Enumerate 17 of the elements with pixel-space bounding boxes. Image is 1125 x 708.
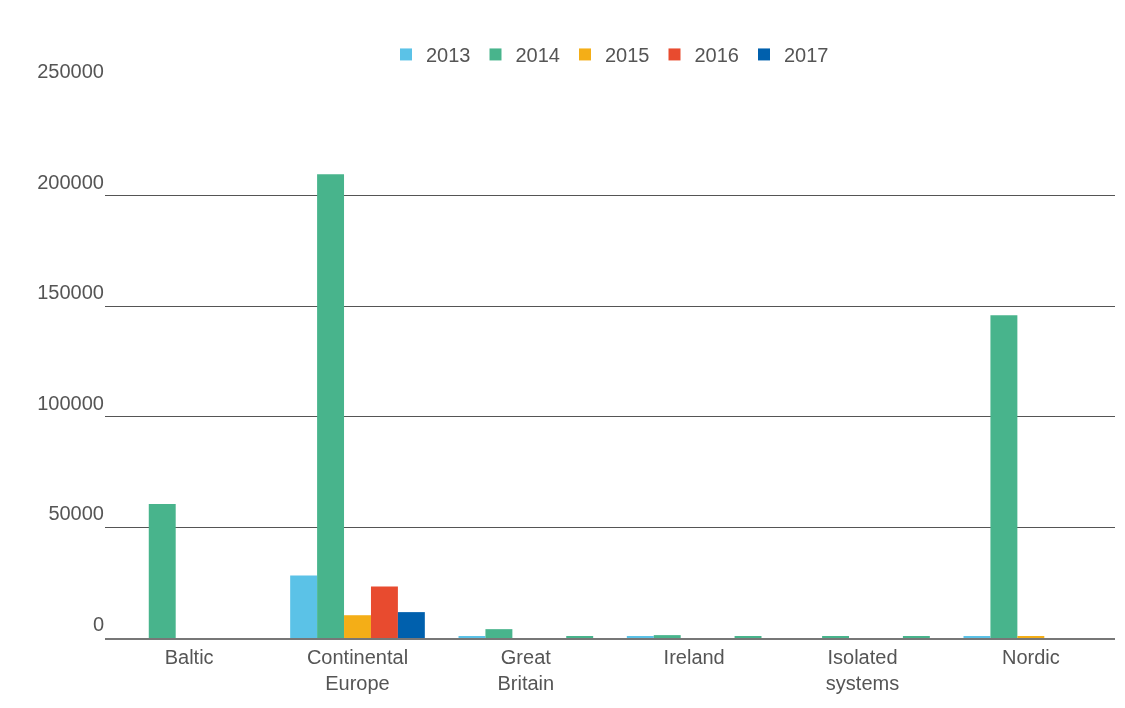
y-tick-label: 200000	[37, 170, 104, 193]
legend-label: 2017	[784, 44, 829, 67]
legend-label: 2013	[426, 44, 471, 67]
y-tick-label: 100000	[37, 391, 104, 414]
x-tick-label: Continental Europe	[306, 646, 409, 694]
x-tick-label: Ireland	[663, 646, 725, 668]
legend-label: 2014	[515, 44, 560, 67]
x-tick-label: Nordic	[1001, 646, 1060, 668]
legend-label: 2015	[605, 44, 650, 67]
y-tick-label: 0	[92, 613, 104, 635]
x-tick-label: Great Britain	[497, 646, 555, 694]
y-tick-label: 250000	[37, 60, 104, 82]
y-tick-label: 50000	[48, 502, 104, 525]
legend-label: 2016	[694, 44, 739, 67]
x-tick-label: Baltic	[164, 646, 214, 668]
y-tick-label: 150000	[37, 281, 104, 304]
x-tick-label: Isolated systems	[825, 646, 900, 694]
